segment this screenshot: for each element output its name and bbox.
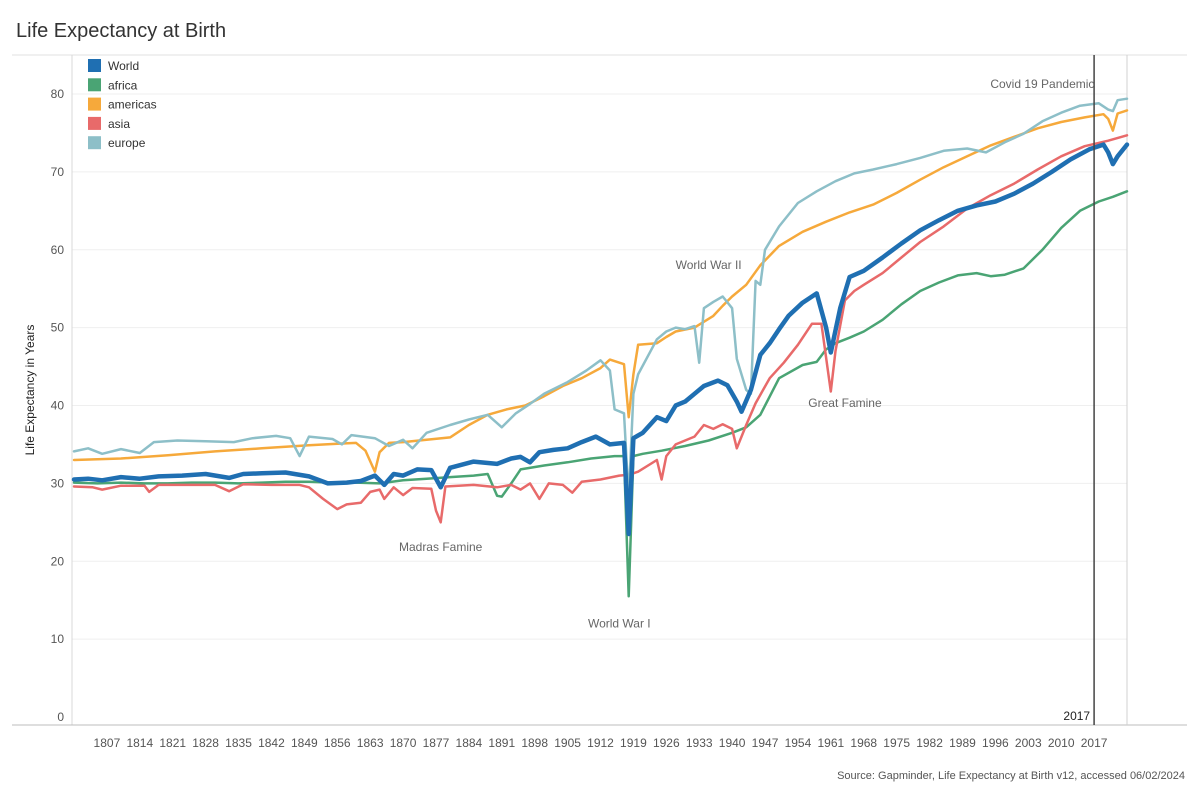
x-tick-label: 1856 bbox=[324, 736, 351, 750]
annotation-label: Great Famine bbox=[808, 396, 882, 410]
x-tick-label: 1821 bbox=[159, 736, 186, 750]
x-tick-label: 1968 bbox=[850, 736, 877, 750]
y-tick-label: 60 bbox=[51, 243, 65, 257]
legend[interactable]: World africa americas asia europe bbox=[88, 59, 157, 150]
gridlines bbox=[72, 93, 1127, 640]
x-tick-label: 1919 bbox=[620, 736, 647, 750]
x-tick-label: 1835 bbox=[225, 736, 252, 750]
x-axis-ticks: 1807 1814 1821 1828 1835 1842 1849 1856 1863 1870… bbox=[94, 736, 1108, 750]
legend-label-world[interactable]: World bbox=[108, 59, 139, 73]
y-axis-ticks: 0 10 20 30 40 50 60 70 80 bbox=[51, 87, 65, 724]
x-tick-label: 1807 bbox=[94, 736, 121, 750]
x-tick-label: 1828 bbox=[192, 736, 219, 750]
x-tick-label: 2017 bbox=[1081, 736, 1108, 750]
x-tick-label: 1961 bbox=[817, 736, 844, 750]
x-tick-label: 1947 bbox=[752, 736, 779, 750]
legend-swatch-americas[interactable] bbox=[88, 97, 101, 111]
x-tick-label: 1898 bbox=[521, 736, 548, 750]
x-tick-label: 1842 bbox=[258, 736, 285, 750]
series-line-africa[interactable] bbox=[72, 190, 1129, 598]
x-tick-label: 1849 bbox=[291, 736, 318, 750]
legend-swatch-world[interactable] bbox=[88, 59, 101, 72]
x-tick-label: 1940 bbox=[719, 736, 746, 750]
x-tick-label: 2003 bbox=[1015, 736, 1042, 750]
x-tick-label: 1989 bbox=[949, 736, 976, 750]
legend-swatch-africa[interactable] bbox=[88, 78, 101, 92]
reference-line-group: 2017 bbox=[1063, 55, 1095, 725]
y-tick-label: 10 bbox=[51, 632, 65, 646]
y-tick-label: 30 bbox=[51, 476, 65, 490]
annotation-label: Madras Famine bbox=[399, 540, 483, 554]
y-tick-label: 20 bbox=[51, 554, 65, 568]
page-title: Life Expectancy at Birth bbox=[16, 20, 227, 42]
legend-swatch-asia[interactable] bbox=[88, 116, 101, 130]
y-tick-label: 0 bbox=[57, 710, 64, 724]
x-tick-label: 2010 bbox=[1048, 736, 1075, 750]
source-note: Source: Gapminder, Life Expectancy at Bi… bbox=[837, 770, 1185, 782]
y-tick-label: 40 bbox=[51, 399, 65, 413]
x-tick-label: 1891 bbox=[488, 736, 515, 750]
x-tick-label: 1884 bbox=[456, 736, 483, 750]
x-tick-label: 1954 bbox=[785, 736, 812, 750]
series-line-americas[interactable] bbox=[72, 109, 1129, 473]
x-tick-label: 1926 bbox=[653, 736, 680, 750]
series-line-europe[interactable] bbox=[72, 97, 1129, 501]
x-tick-label: 1870 bbox=[390, 736, 417, 750]
x-tick-label: 1996 bbox=[982, 736, 1009, 750]
legend-swatch-europe[interactable] bbox=[88, 136, 101, 150]
x-tick-label: 1933 bbox=[686, 736, 713, 750]
legend-label-africa[interactable]: africa bbox=[108, 78, 138, 92]
x-tick-label: 1975 bbox=[883, 736, 910, 750]
series-line-asia[interactable] bbox=[72, 134, 1129, 524]
y-tick-label: 80 bbox=[51, 87, 65, 101]
x-tick-label: 1982 bbox=[916, 736, 943, 750]
annotation-label: Covid 19 Pandemic bbox=[990, 77, 1094, 91]
series-line-world[interactable] bbox=[71, 142, 1130, 537]
legend-label-europe[interactable]: europe bbox=[108, 136, 146, 150]
series-lines bbox=[71, 97, 1130, 598]
reference-line-label: 2017 bbox=[1063, 709, 1090, 723]
y-axis-label: Life Expectancy in Years bbox=[23, 325, 37, 456]
x-tick-label: 1814 bbox=[126, 736, 153, 750]
annotations: Covid 19 Pandemic World War II Great Famin… bbox=[399, 77, 1094, 631]
x-tick-label: 1877 bbox=[423, 736, 450, 750]
legend-label-americas[interactable]: americas bbox=[108, 98, 157, 112]
y-tick-label: 50 bbox=[51, 321, 65, 335]
annotation-label: World War II bbox=[676, 258, 742, 272]
x-tick-label: 1905 bbox=[554, 736, 581, 750]
x-tick-label: 1863 bbox=[357, 736, 384, 750]
legend-label-asia[interactable]: asia bbox=[108, 117, 130, 131]
annotation-label: World War I bbox=[588, 616, 651, 630]
y-tick-label: 70 bbox=[51, 165, 65, 179]
x-tick-label: 1912 bbox=[587, 736, 614, 750]
